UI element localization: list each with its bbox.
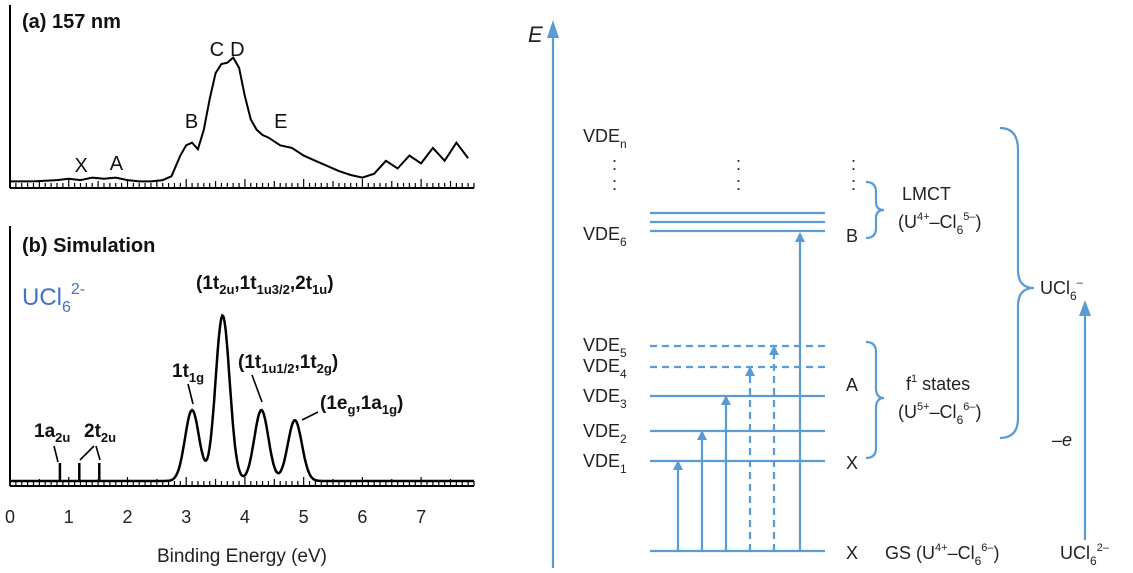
peak-label-a: A bbox=[110, 153, 124, 175]
state-b: B bbox=[846, 226, 858, 246]
panel-a-peak-labels: X A B C D E bbox=[74, 39, 287, 177]
ellipsis-col3: : bbox=[851, 154, 856, 174]
band-label-1a2u: 1a2u bbox=[34, 421, 70, 445]
x-tick-label: 1 bbox=[64, 507, 74, 527]
label-vde-4: VDE4 bbox=[583, 356, 627, 381]
x-tick-label: 6 bbox=[357, 507, 367, 527]
ellipsis-col3b: : bbox=[851, 174, 856, 194]
x-axis-title: Binding Energy (eV) bbox=[157, 546, 327, 567]
energy-diagram-labels: E VDEn : : : : : : VDE6 VDE5 VDE4 VDE3 V… bbox=[528, 22, 1110, 568]
electron-label: –e bbox=[1051, 430, 1072, 450]
peak-label-d: D bbox=[230, 39, 244, 61]
x-tick-label: 2 bbox=[122, 507, 132, 527]
detachment-arrowhead bbox=[1079, 300, 1091, 316]
band-pointers bbox=[53, 374, 319, 463]
energy-axis-arrowhead bbox=[547, 20, 559, 38]
molecule-label: UCl62- bbox=[22, 281, 85, 316]
simulated-spectrum-line bbox=[10, 313, 474, 483]
state-x-upper: X bbox=[846, 453, 858, 473]
panel-a-title: (a) 157 nm bbox=[22, 11, 121, 33]
x-tick-label: 7 bbox=[416, 507, 426, 527]
f1-title: f1 states bbox=[906, 373, 970, 394]
x-tick-label: 3 bbox=[181, 507, 191, 527]
label-vde-5: VDE5 bbox=[583, 335, 627, 360]
energy-axis-label: E bbox=[528, 22, 543, 47]
x-tick-label: 5 bbox=[299, 507, 309, 527]
peak-label-e: E bbox=[274, 111, 287, 133]
ellipsis-col1b: : bbox=[612, 174, 617, 194]
band-label-2t2u: 2t2u bbox=[84, 421, 116, 445]
anion-label: UCl62– bbox=[1060, 542, 1110, 568]
ellipsis-col2b: : bbox=[736, 174, 741, 194]
panel-a: (a) 157 nm X A B C D E bbox=[9, 5, 475, 189]
energy-diagram bbox=[547, 20, 1091, 568]
transition-arrows bbox=[673, 232, 805, 551]
spectrum-157nm-line bbox=[10, 56, 469, 183]
ellipsis-col1: : bbox=[612, 154, 617, 174]
label-vde-3: VDE3 bbox=[583, 386, 627, 411]
label-vde-1: VDE1 bbox=[583, 451, 627, 476]
panel-b-title: (b) Simulation bbox=[22, 235, 155, 257]
lmct-title: LMCT bbox=[902, 184, 951, 204]
state-a: A bbox=[846, 375, 858, 395]
band-label-1t1g: 1t1g bbox=[172, 361, 204, 385]
simulated-sticks bbox=[58, 463, 101, 481]
x-tick-labels: 0 1 2 3 4 5 6 7 bbox=[5, 507, 426, 527]
peak-label-x: X bbox=[74, 155, 87, 177]
ellipsis-col2: : bbox=[736, 154, 741, 174]
lmct-bracket bbox=[865, 180, 885, 240]
peak-label-b: B bbox=[185, 111, 198, 133]
label-vde-6: VDE6 bbox=[583, 224, 627, 249]
peak-label-c: C bbox=[210, 39, 224, 61]
band-label-top: (1t2u,1t1u3/2,2t1u) bbox=[196, 273, 334, 297]
anion-bracket bbox=[999, 126, 1035, 440]
band-label-mid: (1t1u1/2,1t2g) bbox=[238, 352, 338, 376]
label-vde-2: VDE2 bbox=[583, 421, 627, 446]
ground-state-label: GS (U4+–Cl66–) bbox=[885, 542, 1000, 568]
label-vde-n: VDEn bbox=[583, 126, 627, 151]
panel-b: (b) Simulation UCl62- 1a2u 2t2u 1t1g (1t… bbox=[5, 226, 475, 567]
state-x-ground: X bbox=[846, 543, 858, 563]
x-tick-label: 4 bbox=[240, 507, 250, 527]
band-label-right: (1eg,1a1g) bbox=[320, 393, 403, 417]
f1-bracket bbox=[865, 340, 885, 460]
f1-formula: (U5+–Cl66–) bbox=[898, 401, 982, 427]
lmct-formula: (U4+–Cl65–) bbox=[898, 211, 982, 237]
x-tick-label: 0 bbox=[5, 507, 15, 527]
neutral-label: UCl6– bbox=[1040, 277, 1084, 303]
